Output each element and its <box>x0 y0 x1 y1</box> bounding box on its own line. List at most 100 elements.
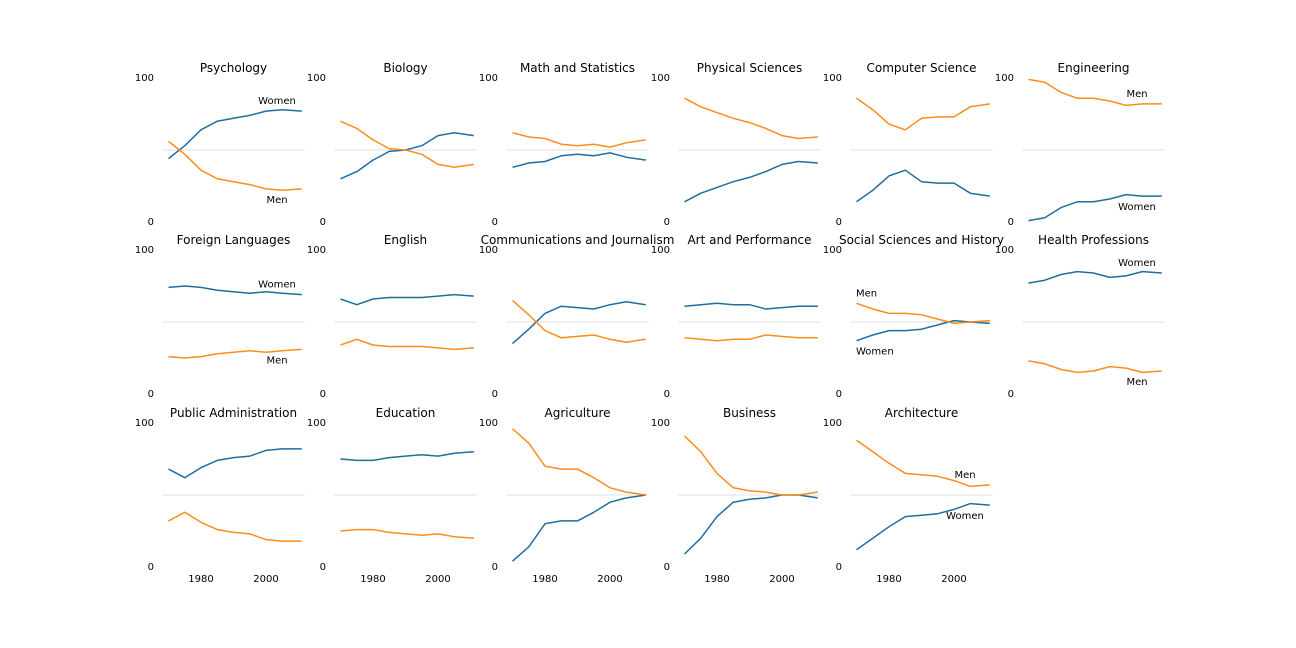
y-tick-label: 0 <box>664 217 670 228</box>
series-label-men: Men <box>856 288 877 299</box>
series-label-men: Men <box>1126 377 1147 388</box>
men-series-line <box>168 348 302 359</box>
men-series-line <box>340 120 474 169</box>
x-tick-label: 2000 <box>597 574 622 585</box>
women-series-line <box>512 301 646 345</box>
series-label-men: Men <box>954 470 975 481</box>
men-series-line <box>684 97 818 140</box>
x-tick-label: 1980 <box>532 574 557 585</box>
panel-title: Public Administration <box>170 406 297 420</box>
series-label-men: Men <box>1126 89 1147 100</box>
men-series-line <box>512 131 646 148</box>
panel-title: Architecture <box>885 406 958 420</box>
series-label-men: Men <box>266 195 287 206</box>
y-tick-label: 100 <box>823 418 842 429</box>
y-tick-label: 0 <box>836 217 842 228</box>
men-series-line <box>683 435 818 496</box>
y-tick-label: 100 <box>307 73 326 84</box>
y-tick-label: 0 <box>320 217 326 228</box>
y-tick-label: 100 <box>823 245 842 256</box>
x-tick-label: 2000 <box>253 574 278 585</box>
y-tick-label: 100 <box>135 245 154 256</box>
men-series-line <box>856 439 990 488</box>
women-series-line <box>512 152 646 169</box>
women-series-line <box>856 502 990 551</box>
women-series-line <box>512 494 646 562</box>
y-tick-label: 0 <box>148 389 154 400</box>
panel-title: Agriculture <box>545 406 611 420</box>
women-series-line <box>340 451 474 462</box>
y-tick-label: 0 <box>836 562 842 573</box>
series-label-women: Women <box>856 347 894 358</box>
women-series-line <box>856 319 990 342</box>
y-tick-label: 0 <box>492 562 498 573</box>
panel-title: English <box>384 233 427 247</box>
series-label-women: Women <box>1118 258 1156 269</box>
x-tick-label: 1980 <box>704 574 729 585</box>
women-series-line <box>856 169 990 203</box>
y-tick-label: 100 <box>307 245 326 256</box>
panel-title: Physical Sciences <box>697 61 802 75</box>
y-tick-label: 0 <box>492 389 498 400</box>
panel-title: Computer Science <box>867 61 977 75</box>
y-tick-label: 100 <box>135 418 154 429</box>
y-tick-label: 100 <box>651 245 670 256</box>
y-tick-label: 0 <box>1008 389 1014 400</box>
y-tick-label: 100 <box>995 73 1014 84</box>
women-series-line <box>683 494 818 555</box>
women-series-line <box>684 160 818 203</box>
panel-title: Engineering <box>1058 61 1130 75</box>
men-series-line <box>512 299 646 343</box>
women-series-line <box>1028 193 1162 222</box>
women-series-line <box>168 285 302 296</box>
x-tick-label: 1980 <box>188 574 213 585</box>
series-label-women: Women <box>1118 202 1156 213</box>
panel-title: Psychology <box>200 61 267 75</box>
panel-title: Business <box>723 406 776 420</box>
men-series-line <box>856 97 990 131</box>
y-tick-label: 0 <box>664 389 670 400</box>
men-series-line <box>1028 360 1162 374</box>
panel-title: Health Professions <box>1038 233 1149 247</box>
y-tick-label: 100 <box>479 418 498 429</box>
women-series-line <box>1028 270 1162 284</box>
y-tick-label: 100 <box>651 73 670 84</box>
women-series-line <box>168 448 302 479</box>
panel-title: Math and Statistics <box>520 61 635 75</box>
y-tick-label: 0 <box>836 389 842 400</box>
y-tick-label: 100 <box>995 245 1014 256</box>
men-series-line <box>340 338 474 351</box>
x-tick-label: 1980 <box>876 574 901 585</box>
y-tick-label: 0 <box>1008 217 1014 228</box>
x-tick-label: 2000 <box>941 574 966 585</box>
men-series-line <box>168 140 302 192</box>
y-tick-label: 100 <box>135 73 154 84</box>
y-tick-label: 0 <box>492 217 498 228</box>
y-tick-label: 100 <box>651 418 670 429</box>
series-label-women: Women <box>258 96 296 107</box>
men-series-line <box>684 334 818 342</box>
y-tick-label: 0 <box>320 562 326 573</box>
y-tick-label: 0 <box>148 217 154 228</box>
x-tick-label: 2000 <box>425 574 450 585</box>
men-series-line <box>856 302 990 325</box>
y-tick-label: 100 <box>823 73 842 84</box>
y-tick-label: 0 <box>320 389 326 400</box>
y-tick-label: 0 <box>664 562 670 573</box>
panel-title: Communications and Journalism <box>481 233 675 247</box>
men-series-line <box>1028 78 1162 107</box>
panel-title: Foreign Languages <box>177 233 291 247</box>
x-tick-label: 2000 <box>769 574 794 585</box>
series-label-women: Women <box>258 280 296 291</box>
panel-title: Education <box>376 406 436 420</box>
women-series-line <box>168 108 302 160</box>
y-tick-label: 0 <box>148 562 154 573</box>
x-tick-label: 1980 <box>360 574 385 585</box>
men-series-line <box>340 528 474 539</box>
panel-title: Biology <box>383 61 427 75</box>
women-series-line <box>684 302 818 310</box>
y-tick-label: 100 <box>307 418 326 429</box>
panel-title: Social Sciences and History <box>839 233 1004 247</box>
